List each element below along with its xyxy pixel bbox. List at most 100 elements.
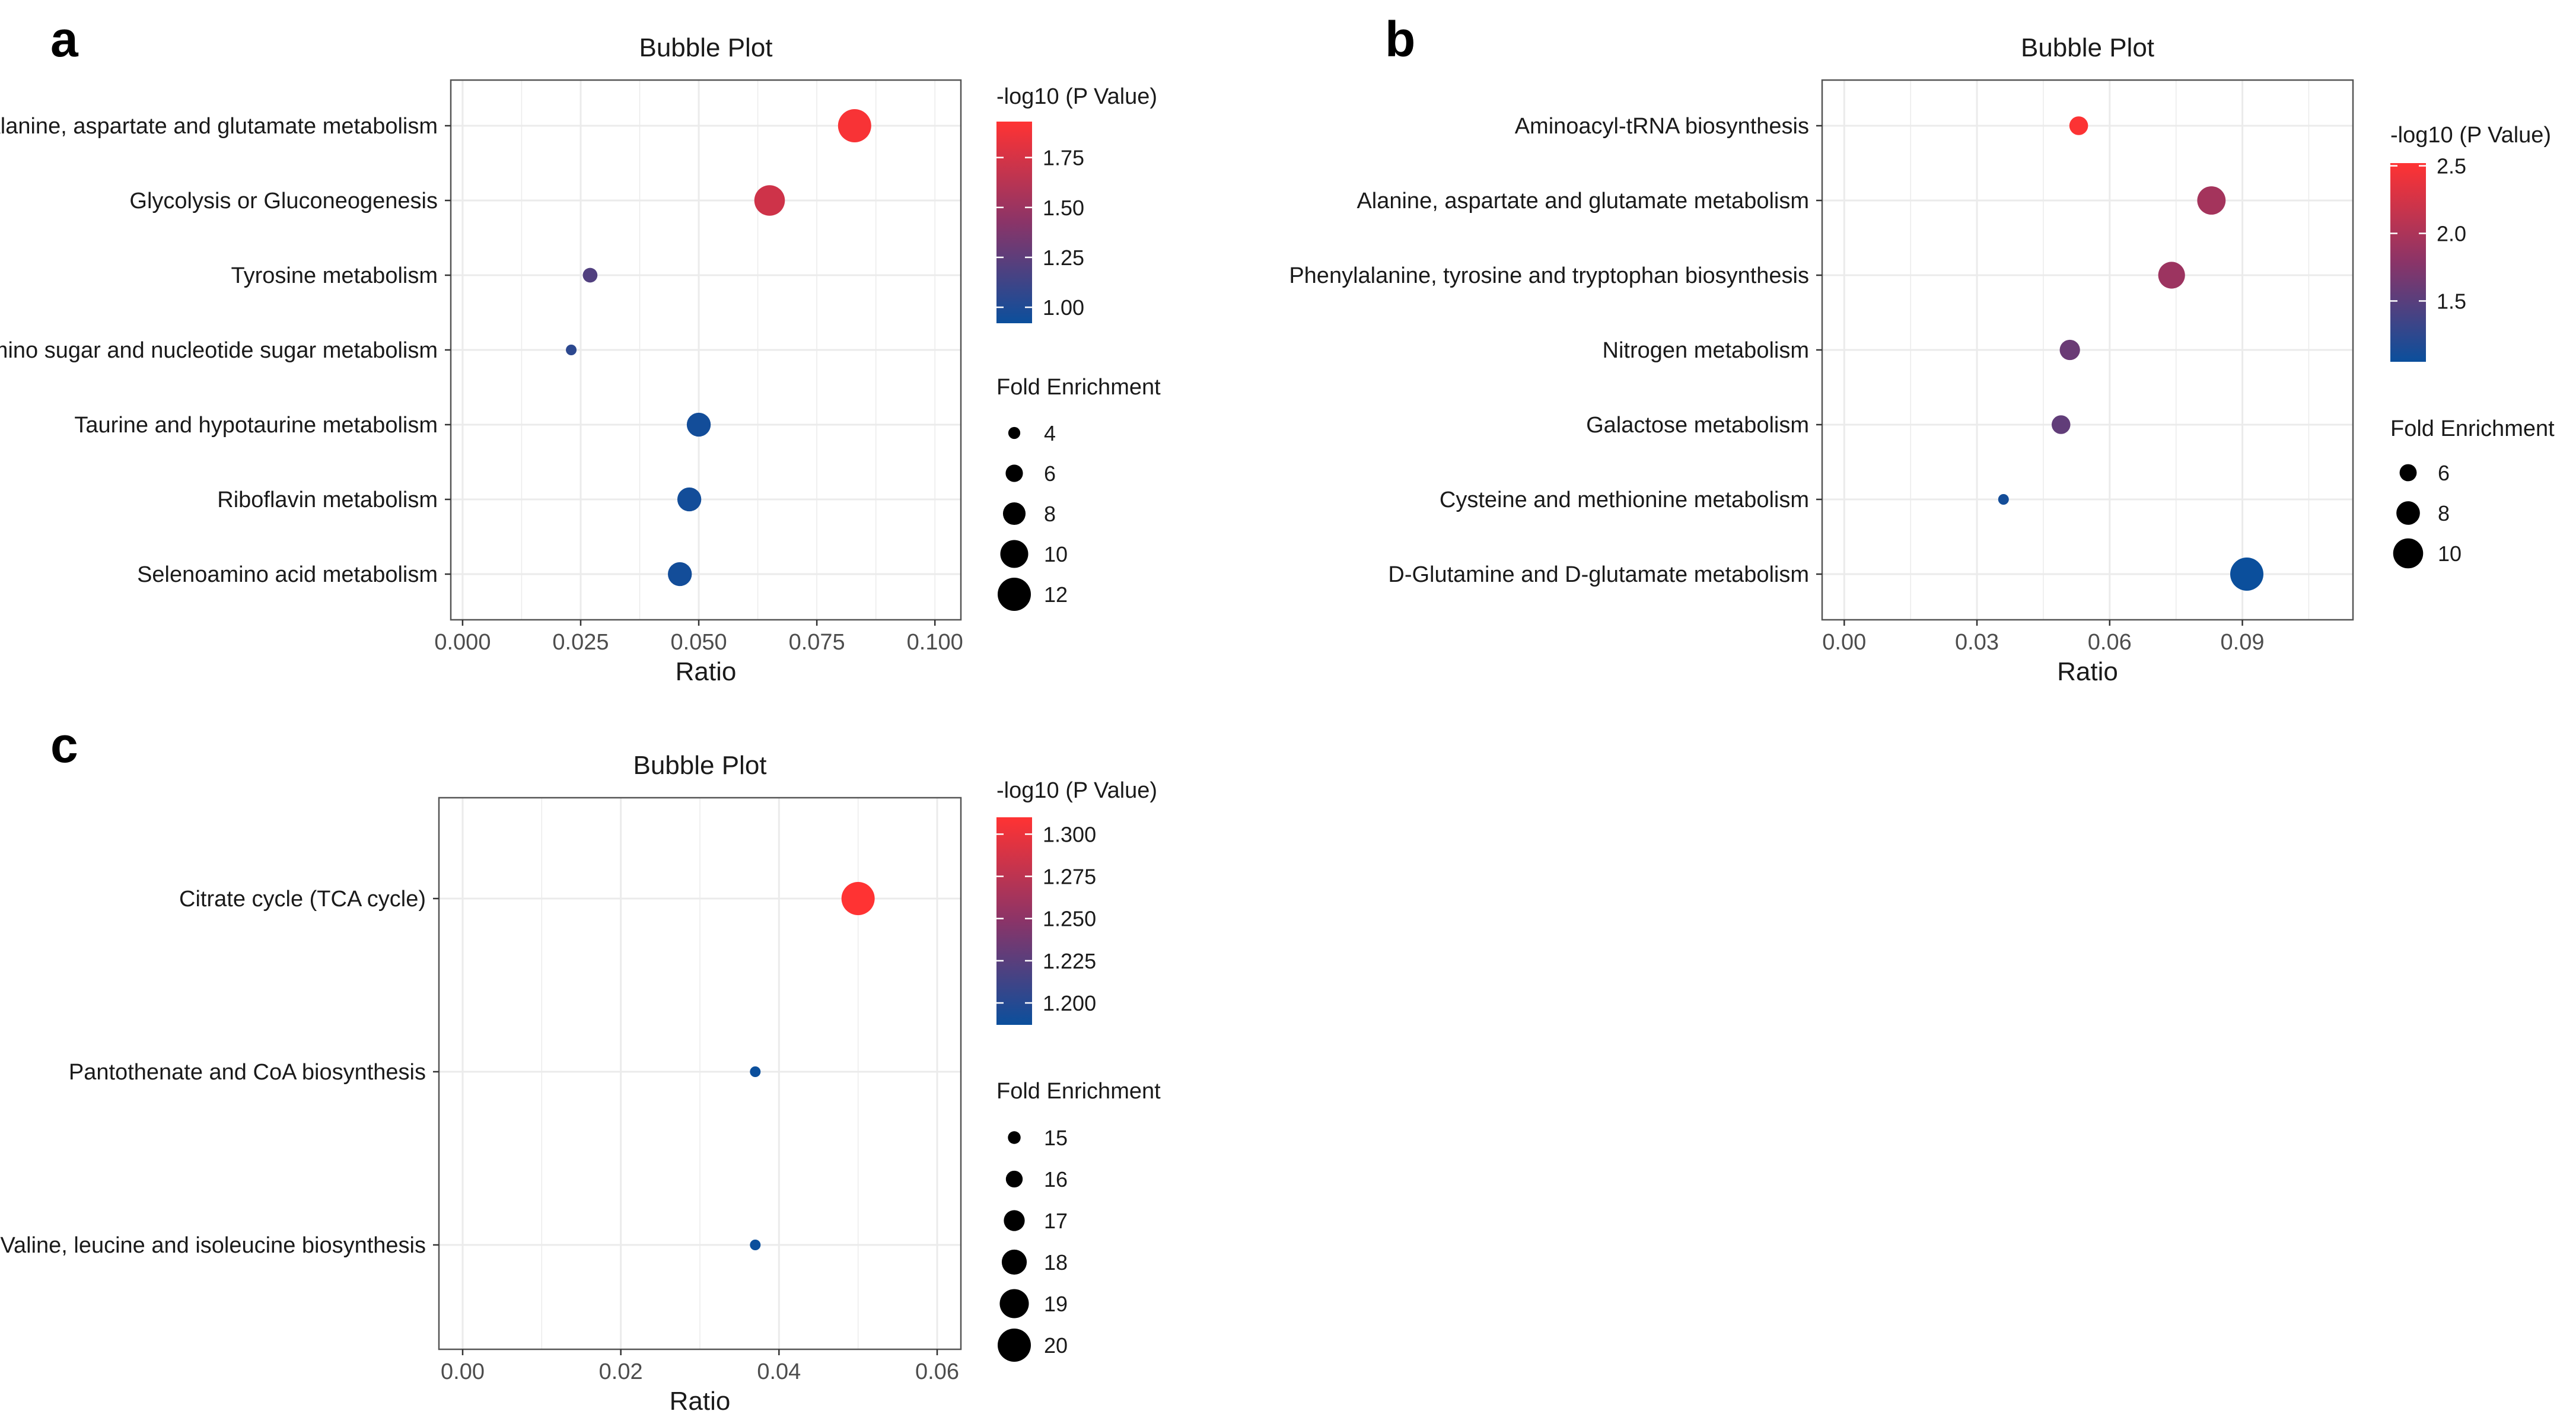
size-legend-title: Fold Enrichment — [996, 1079, 1161, 1104]
y-tick-label: Riboflavin metabolism — [217, 488, 438, 512]
color-legend-label: 2.5 — [2437, 154, 2466, 179]
plot-title: Bubble Plot — [633, 751, 766, 780]
size-legend-label: 6 — [1044, 461, 1056, 486]
y-tick-label: Amino sugar and nucleotide sugar metabol… — [0, 338, 438, 363]
size-legend-label: 15 — [1044, 1126, 1068, 1150]
color-legend-bar — [2390, 163, 2426, 362]
size-legend-dot — [1004, 1210, 1025, 1231]
size-legend-dot — [998, 578, 1031, 611]
size-legend-label: 10 — [1044, 542, 1068, 566]
bubble-point — [2158, 262, 2185, 289]
color-legend-bar — [996, 817, 1032, 1025]
size-legend-dot — [2393, 538, 2424, 569]
color-legend-title: -log10 (P Value) — [996, 84, 1157, 109]
bubble-point — [2197, 186, 2226, 215]
size-legend-label: 8 — [1044, 502, 1056, 526]
y-tick-label: Aminoacyl-tRNA biosynthesis — [1515, 114, 1809, 139]
y-tick-label: Galactose metabolism — [1586, 413, 1809, 438]
x-tick-label: 0.09 — [2221, 630, 2265, 655]
y-tick-label: Glycolysis or Gluconeogenesis — [129, 189, 438, 214]
y-tick-label: Nitrogen metabolism — [1603, 338, 1809, 363]
x-axis-label: Ratio — [670, 1387, 731, 1416]
panel-label-c: c — [50, 717, 78, 773]
size-legend-label: 16 — [1044, 1167, 1068, 1192]
bubble-point — [668, 562, 692, 587]
bubble-plot-a: Bubble Plot Alanine, aspartate and glutam… — [0, 33, 1161, 686]
color-legend-label: 1.275 — [1043, 865, 1096, 889]
x-tick-label: 0.00 — [1822, 630, 1866, 655]
size-legend-label: 12 — [1044, 582, 1068, 607]
size-legend-dot — [1005, 464, 1023, 482]
plot-title: Bubble Plot — [2021, 33, 2154, 62]
x-tick-label: 0.000 — [434, 630, 491, 655]
size-legend-dot — [1002, 502, 1026, 525]
x-tick-label: 0.06 — [2088, 630, 2132, 655]
x-tick-label: 0.025 — [552, 630, 609, 655]
color-legend-label: 1.250 — [1043, 907, 1096, 931]
y-tick-label: Alanine, aspartate and glutamate metabol… — [1357, 189, 1809, 214]
size-legend-dot — [1000, 540, 1029, 568]
size-legend-dot — [1008, 426, 1021, 439]
color-legend-label: 1.50 — [1043, 196, 1084, 220]
color-legend-label: 1.25 — [1043, 246, 1084, 270]
y-tick-label: Phenylalanine, tyrosine and tryptophan b… — [1289, 263, 1809, 288]
y-tick-label: Citrate cycle (TCA cycle) — [179, 887, 426, 912]
bubble-point — [754, 185, 785, 216]
color-legend-label: 1.75 — [1043, 146, 1084, 170]
bubble-point — [2059, 339, 2080, 361]
bubble-point — [582, 267, 598, 283]
bubble-point — [750, 1066, 761, 1077]
color-legend-label: 1.225 — [1043, 949, 1096, 973]
size-legend-title: Fold Enrichment — [2390, 416, 2555, 441]
size-legend-label: 6 — [2438, 461, 2450, 485]
size-legend-dot — [2399, 464, 2417, 482]
color-legend-label: 1.300 — [1043, 822, 1096, 846]
panel-label-b: b — [1385, 11, 1415, 67]
bubble-point — [1998, 494, 2009, 505]
x-tick-label: 0.100 — [907, 630, 963, 655]
y-tick-label: Valine, leucine and isoleucine biosynthe… — [0, 1233, 426, 1258]
x-axis-label: Ratio — [2057, 657, 2118, 686]
bubble-point — [686, 412, 711, 437]
size-legend-dot — [998, 1329, 1031, 1362]
bubble-point — [841, 882, 875, 915]
size-legend-dot — [1005, 1170, 1023, 1188]
panel-label-a: a — [50, 11, 79, 67]
bubble-point — [750, 1240, 761, 1250]
color-legend-title: -log10 (P Value) — [996, 778, 1157, 803]
y-tick-label: Alanine, aspartate and glutamate metabol… — [0, 114, 438, 139]
size-legend-label: 19 — [1044, 1292, 1068, 1316]
x-axis-label: Ratio — [676, 657, 737, 686]
y-tick-label: D-Glutamine and D-glutamate metabolism — [1388, 562, 1809, 587]
y-tick-label: Taurine and hypotaurine metabolism — [74, 413, 438, 438]
x-tick-label: 0.03 — [1955, 630, 1999, 655]
size-legend-label: 10 — [2438, 542, 2462, 566]
bubble-point — [566, 345, 577, 355]
bubble-point — [2051, 415, 2071, 434]
bubble-point — [2230, 558, 2263, 591]
bubble-point — [677, 487, 702, 512]
x-tick-label: 0.04 — [757, 1359, 801, 1384]
color-legend-label: 1.200 — [1043, 991, 1096, 1015]
size-legend-title: Fold Enrichment — [996, 375, 1161, 400]
size-legend-dot — [999, 1289, 1029, 1318]
x-tick-label: 0.06 — [915, 1359, 959, 1384]
color-legend-label: 1.00 — [1043, 295, 1084, 320]
size-legend-label: 8 — [2438, 501, 2450, 525]
size-legend-dot — [2396, 501, 2420, 525]
x-tick-label: 0.075 — [789, 630, 845, 655]
x-tick-label: 0.02 — [599, 1359, 643, 1384]
x-tick-label: 0.00 — [441, 1359, 485, 1384]
bubble-plot-c: Bubble Plot Citrate cycle (TCA cycle) Pant… — [0, 751, 1161, 1416]
y-tick-label: Cysteine and methionine metabolism — [1440, 488, 1809, 512]
bubble-point — [838, 109, 871, 142]
plot-title: Bubble Plot — [639, 33, 772, 62]
plot-frame — [438, 797, 962, 1350]
y-tick-label: Pantothenate and CoA biosynthesis — [69, 1060, 426, 1085]
size-legend-dot — [1001, 1249, 1027, 1275]
color-legend-label: 1.5 — [2437, 289, 2466, 313]
size-legend-label: 4 — [1044, 421, 1056, 445]
x-tick-label: 0.050 — [671, 630, 727, 655]
bubble-plot-b: Bubble Plot Aminoacyl-tRNA biosynthesis Al… — [1289, 33, 2555, 686]
